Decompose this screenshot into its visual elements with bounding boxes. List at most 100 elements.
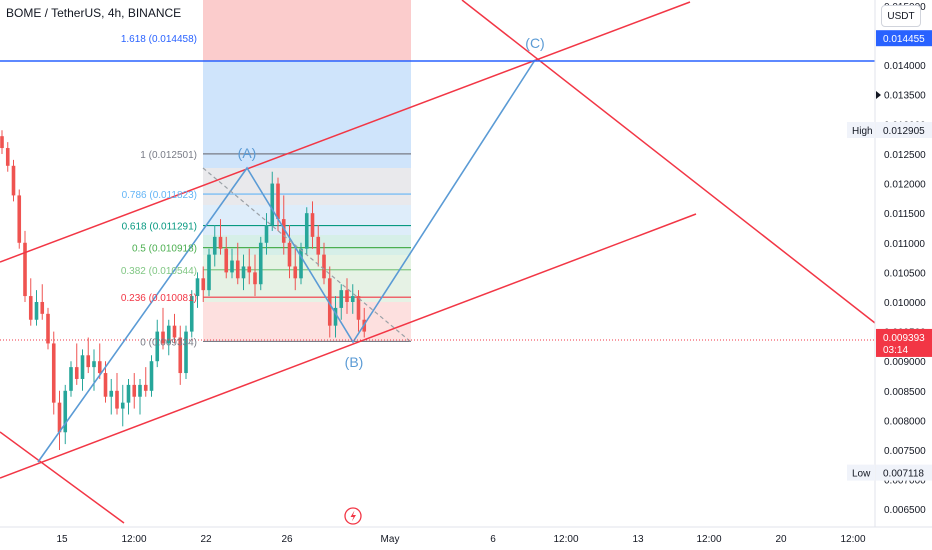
x-tick-label: 26	[281, 534, 293, 545]
fib-labels: 1.618 (0.014458) 1 (0.012501) 0.786 (0.011…	[121, 34, 197, 348]
candle-body	[207, 254, 211, 291]
fib-zones	[203, 0, 411, 342]
x-tick-label: May	[381, 534, 400, 545]
fib-trend-dashed	[202, 167, 412, 343]
candle-body	[28, 296, 33, 320]
y-tick-label: 0.012500	[884, 150, 926, 161]
candle-body	[23, 242, 27, 297]
candle-body	[230, 260, 234, 273]
candle-body	[92, 361, 96, 368]
wave-label: (A)	[238, 145, 257, 161]
wave-label: (B)	[345, 354, 364, 370]
fib-label: 0.618 (0.011291)	[122, 222, 197, 233]
y-tick-label: 0.008000	[884, 416, 926, 427]
candle-body	[126, 384, 131, 403]
candle-body	[80, 355, 85, 379]
y-tick-label: 0.009000	[884, 357, 926, 368]
y-tick-label: 0.012000	[884, 180, 926, 191]
wave-labels: (A) (B) (C)	[238, 35, 545, 370]
zone-236-0	[203, 302, 411, 342]
candle-body	[218, 236, 223, 249]
candle-body	[264, 225, 269, 243]
candle-body	[132, 384, 137, 397]
candle-body	[241, 266, 246, 279]
fib-label: 0.786 (0.011823)	[122, 190, 197, 201]
candle-body	[224, 248, 229, 273]
y-tick-label: 0.006500	[884, 505, 926, 516]
candle-body	[63, 390, 68, 433]
symbol-title: BOME / TetherUS, 4h, BINANCE	[6, 6, 182, 20]
y-tick-label: 0.007500	[884, 446, 926, 457]
candle-body	[212, 236, 217, 255]
zone-blue	[203, 61, 411, 168]
hl-tag-text: Low	[852, 469, 871, 480]
candle-body	[86, 355, 91, 368]
x-tick-label: 13	[632, 534, 644, 545]
candle-body	[74, 367, 79, 379]
fib-label: 0.236 (0.010081)	[121, 293, 197, 304]
fib-price-text: 0.014455	[883, 34, 925, 45]
hl-price-text: 0.007118	[883, 469, 924, 480]
candle-body	[178, 337, 183, 374]
candle-body	[299, 248, 303, 279]
y-tick-label: 0.010500	[884, 268, 926, 279]
trend-drawings	[0, 0, 876, 524]
candle-body	[270, 183, 275, 226]
countdown-text: 03:14	[883, 345, 908, 356]
candle-body	[97, 361, 102, 374]
candle-body	[189, 296, 194, 332]
zone-382-236	[203, 275, 411, 302]
candle-body	[143, 384, 148, 391]
candle-body	[103, 373, 108, 397]
hl-price-tag	[876, 121, 932, 138]
candle-body	[34, 301, 39, 320]
fib-label: 0.5 (0.010918)	[132, 244, 197, 255]
zone-100-786	[203, 168, 411, 205]
x-tick-label: 22	[200, 534, 212, 545]
candle-body	[17, 195, 22, 243]
fib-label: 0.382 (0.010544)	[121, 266, 197, 277]
candle-body	[293, 266, 298, 279]
y-tick-label: 0.007000	[884, 476, 926, 487]
currency-button[interactable]: USDT	[881, 5, 921, 27]
x-tick-label: 12:00	[696, 534, 721, 545]
diagonal-line-left	[0, 431, 125, 524]
y-tick-label: 0.014000	[884, 61, 926, 72]
candle-body	[276, 183, 280, 220]
candle-body	[304, 213, 309, 249]
candle-body	[310, 213, 315, 237]
fib-label: 1.618 (0.014458)	[121, 34, 197, 45]
hl-tag	[847, 121, 875, 138]
fib-label: 0 (0.009334)	[140, 337, 197, 348]
y-tick-label: 0.008500	[884, 387, 926, 398]
candle-body	[253, 272, 257, 285]
x-tick-label: 6	[490, 534, 496, 545]
channel-lower-line	[0, 213, 697, 479]
time-scale[interactable]: 15 12:00 22 26 May 6 12:00 13 12:00 20 12:00	[56, 534, 866, 545]
candle-body	[11, 165, 16, 196]
candle-body	[166, 325, 171, 344]
hl-price-text: 0.012905	[883, 126, 925, 137]
lightning-icon[interactable]	[344, 507, 362, 525]
candle-body	[327, 278, 332, 326]
zone-red-top	[203, 0, 411, 61]
candle-body	[184, 331, 188, 374]
scale-arrow-icon	[876, 91, 881, 99]
y-tick-label: 0.010000	[884, 298, 926, 309]
candle-body	[5, 148, 10, 166]
price-scale[interactable]: 0.0150000.0145000.0140000.0135000.013000…	[884, 2, 926, 516]
candle-body	[172, 325, 177, 338]
candle-body	[109, 390, 114, 397]
candle-body	[322, 254, 326, 279]
candle-body	[258, 242, 263, 285]
fib-price-tag	[876, 30, 932, 47]
candle-body	[0, 136, 4, 149]
candle-body	[247, 266, 252, 273]
candle-body	[155, 331, 160, 362]
y-tick-label: 0.011500	[884, 209, 925, 220]
wave-path	[37, 59, 536, 463]
candle-body	[345, 290, 349, 302]
candle-body	[161, 331, 165, 344]
